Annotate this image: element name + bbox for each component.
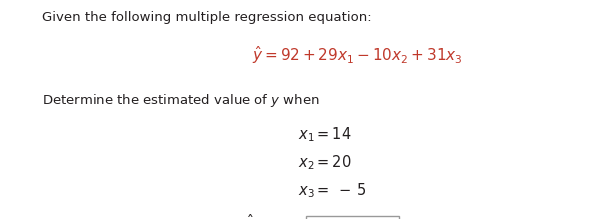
Text: $x_2 = 20$: $x_2 = 20$ xyxy=(298,153,351,172)
FancyBboxPatch shape xyxy=(306,216,399,219)
Text: Given the following multiple regression equation:: Given the following multiple regression … xyxy=(42,11,371,24)
Text: $\hat{y} = 92 + 29x_1 - 10x_2 + 31x_3$: $\hat{y} = 92 + 29x_1 - 10x_2 + 31x_3$ xyxy=(252,44,462,66)
Text: Determine the estimated value of $y$ when: Determine the estimated value of $y$ whe… xyxy=(42,92,320,109)
Text: $\hat{y} =$: $\hat{y} =$ xyxy=(244,212,268,219)
Text: $x_3 =\; -\, 5$: $x_3 =\; -\, 5$ xyxy=(298,182,366,200)
Text: $x_1 = 14$: $x_1 = 14$ xyxy=(298,125,351,143)
